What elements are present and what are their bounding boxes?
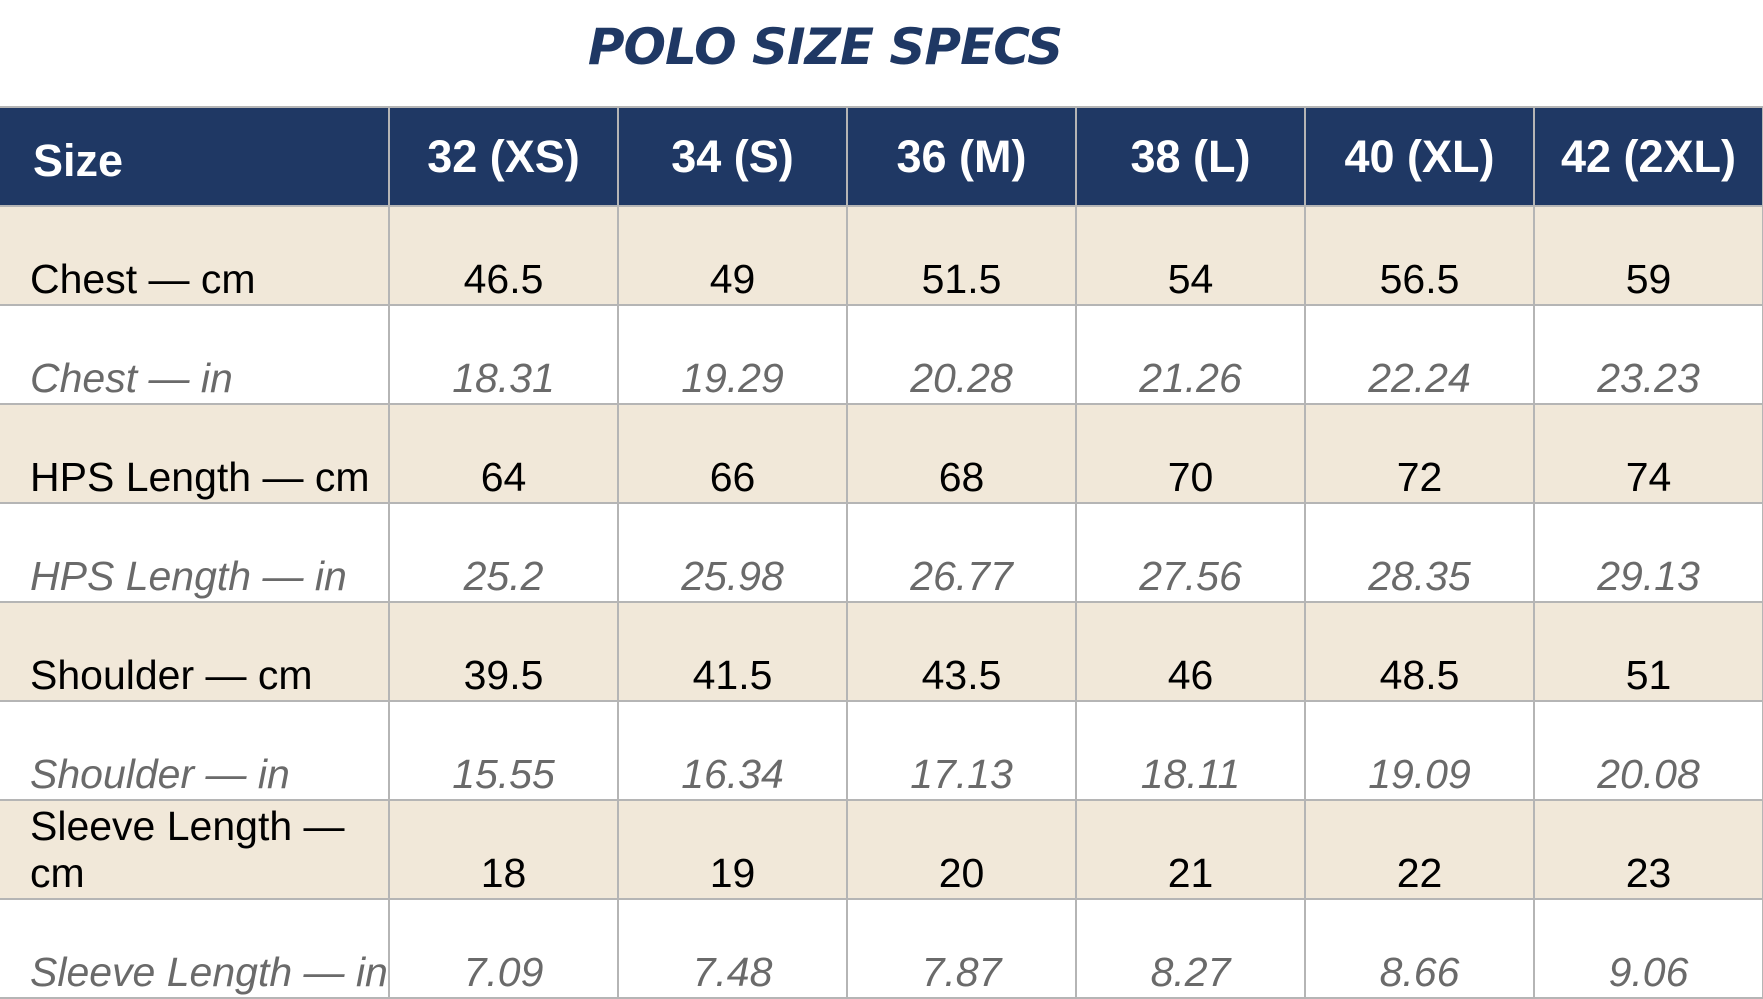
table-cell: 29.13 xyxy=(1533,502,1763,603)
column-header-34-s: 34 (S) xyxy=(617,106,848,207)
table-cell: 46 xyxy=(1075,601,1306,702)
table-cell: 23 xyxy=(1533,799,1763,900)
row-label: Sleeve Length — cm xyxy=(0,799,390,900)
table-cell: 59 xyxy=(1533,205,1763,306)
table-cell: 49 xyxy=(617,205,848,306)
column-header-38-l: 38 (L) xyxy=(1075,106,1306,207)
table-cell: 27.56 xyxy=(1075,502,1306,603)
row-label: Shoulder — cm xyxy=(0,601,390,702)
table-cell: 70 xyxy=(1075,403,1306,504)
page-title: POLO SIZE SPECS xyxy=(587,18,1063,76)
table-cell: 68 xyxy=(846,403,1077,504)
table-cell: 7.09 xyxy=(388,898,619,999)
table-row: Shoulder — cm 39.5 41.5 43.5 46 48.5 51 xyxy=(0,601,1763,702)
row-label: Chest — cm xyxy=(0,205,390,306)
table-cell: 56.5 xyxy=(1304,205,1535,306)
table-cell: 15.55 xyxy=(388,700,619,801)
table-cell: 19.29 xyxy=(617,304,848,405)
table-cell: 17.13 xyxy=(846,700,1077,801)
table-cell: 72 xyxy=(1304,403,1535,504)
column-header-40-xl: 40 (XL) xyxy=(1304,106,1535,207)
column-header-42-2xl: 42 (2XL) xyxy=(1533,106,1763,207)
table-cell: 19 xyxy=(617,799,848,900)
row-label: Sleeve Length — in xyxy=(0,898,390,999)
table-cell: 74 xyxy=(1533,403,1763,504)
table-cell: 19.09 xyxy=(1304,700,1535,801)
row-label: Chest — in xyxy=(0,304,390,405)
table-cell: 25.2 xyxy=(388,502,619,603)
table-row: HPS Length — in 25.2 25.98 26.77 27.56 2… xyxy=(0,502,1763,603)
table-cell: 66 xyxy=(617,403,848,504)
table-cell: 22 xyxy=(1304,799,1535,900)
table-row: Chest — cm 46.5 49 51.5 54 56.5 59 xyxy=(0,205,1763,306)
table-cell: 7.87 xyxy=(846,898,1077,999)
table-cell: 21 xyxy=(1075,799,1306,900)
table-cell: 18 xyxy=(388,799,619,900)
table-row: Shoulder — in 15.55 16.34 17.13 18.11 19… xyxy=(0,700,1763,801)
table-cell: 18.11 xyxy=(1075,700,1306,801)
table-cell: 16.34 xyxy=(617,700,848,801)
table-cell: 21.26 xyxy=(1075,304,1306,405)
table-cell: 51.5 xyxy=(846,205,1077,306)
table-cell: 43.5 xyxy=(846,601,1077,702)
column-header-size: Size xyxy=(0,106,390,207)
table-cell: 8.27 xyxy=(1075,898,1306,999)
table-cell: 8.66 xyxy=(1304,898,1535,999)
table-row: Sleeve Length — in 7.09 7.48 7.87 8.27 8… xyxy=(0,898,1763,999)
table-cell: 48.5 xyxy=(1304,601,1535,702)
table-cell: 22.24 xyxy=(1304,304,1535,405)
header-row: Size 32 (XS) 34 (S) 36 (M) 38 (L) 40 (XL… xyxy=(0,106,1763,207)
table-cell: 54 xyxy=(1075,205,1306,306)
row-label: HPS Length — cm xyxy=(0,403,390,504)
table-row: Chest — in 18.31 19.29 20.28 21.26 22.24… xyxy=(0,304,1763,405)
table-cell: 41.5 xyxy=(617,601,848,702)
row-label: HPS Length — in xyxy=(0,502,390,603)
table-cell: 64 xyxy=(388,403,619,504)
table-cell: 25.98 xyxy=(617,502,848,603)
table-cell: 26.77 xyxy=(846,502,1077,603)
size-spec-table: Size 32 (XS) 34 (S) 36 (M) 38 (L) 40 (XL… xyxy=(0,106,1763,999)
table-cell: 20.08 xyxy=(1533,700,1763,801)
column-header-36-m: 36 (M) xyxy=(846,106,1077,207)
table-cell: 46.5 xyxy=(388,205,619,306)
table-row: HPS Length — cm 64 66 68 70 72 74 xyxy=(0,403,1763,504)
table-cell: 18.31 xyxy=(388,304,619,405)
table-cell: 20 xyxy=(846,799,1077,900)
table-row: Sleeve Length — cm 18 19 20 21 22 23 xyxy=(0,799,1763,900)
table-cell: 39.5 xyxy=(388,601,619,702)
table-cell: 23.23 xyxy=(1533,304,1763,405)
table-cell: 9.06 xyxy=(1533,898,1763,999)
column-header-32-xs: 32 (XS) xyxy=(388,106,619,207)
table-cell: 20.28 xyxy=(846,304,1077,405)
table-cell: 28.35 xyxy=(1304,502,1535,603)
table-cell: 7.48 xyxy=(617,898,848,999)
table-cell: 51 xyxy=(1533,601,1763,702)
row-label: Shoulder — in xyxy=(0,700,390,801)
